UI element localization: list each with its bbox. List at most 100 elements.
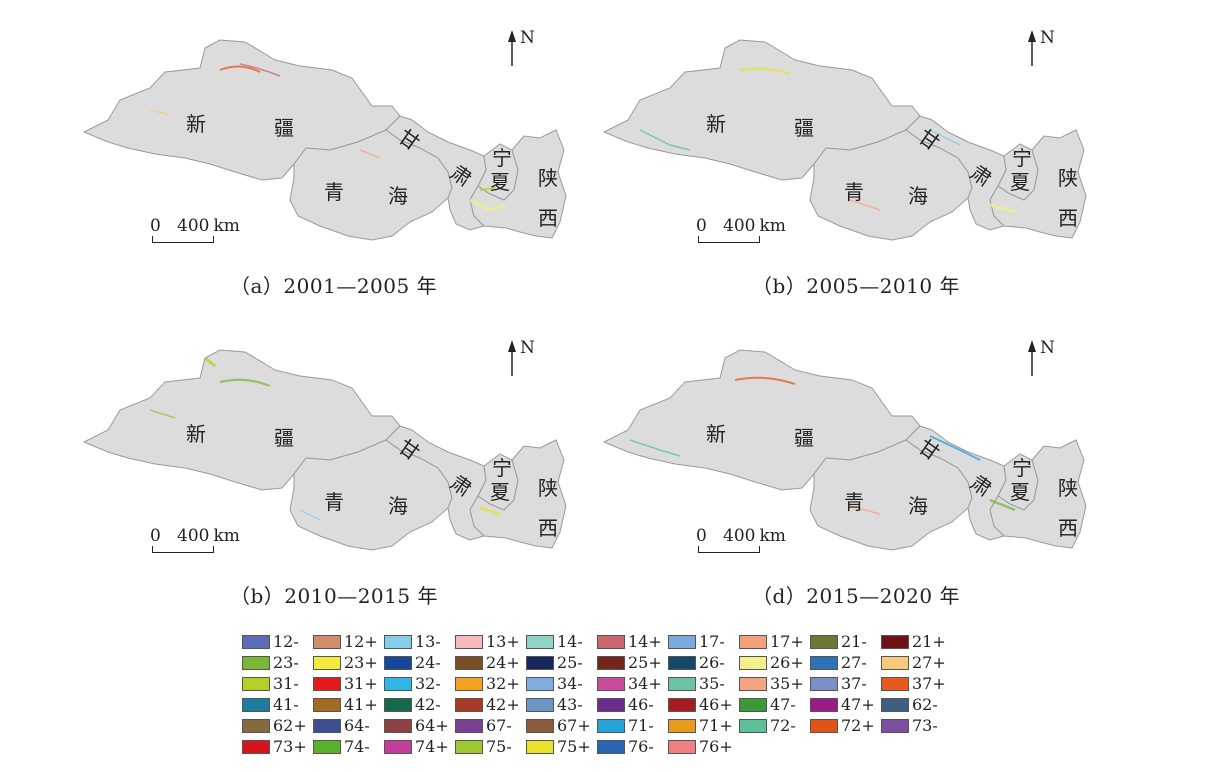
legend-swatch	[526, 719, 554, 733]
label-qinghai-2: 海	[908, 184, 928, 208]
legend-label: 64+	[415, 716, 449, 735]
legend-swatch	[455, 635, 483, 649]
legend-label: 74-	[344, 737, 370, 756]
legend-label: 35-	[699, 674, 725, 693]
legend-swatch	[739, 635, 767, 649]
legend-swatch	[242, 719, 270, 733]
legend-label: 25+	[628, 653, 662, 672]
north-label: N	[1040, 28, 1055, 48]
legend-swatch	[313, 677, 341, 691]
legend-label: 23-	[273, 653, 299, 672]
legend-label: 31+	[344, 674, 378, 693]
legend-swatch	[384, 656, 412, 670]
legend-swatch	[810, 635, 838, 649]
label-shaanxi-1: 陕	[538, 476, 558, 500]
label-qinghai-2: 海	[908, 494, 928, 518]
legend-swatch	[668, 698, 696, 712]
label-xinjiang-2: 疆	[274, 426, 294, 450]
legend-label: 42+	[486, 695, 520, 714]
legend-label: 34+	[628, 674, 662, 693]
legend-label: 25-	[557, 653, 583, 672]
label-xinjiang-1: 新	[706, 112, 726, 136]
region-map-b	[603, 29, 1087, 241]
legend-swatch	[597, 656, 625, 670]
legend-label: 62+	[273, 716, 307, 735]
legend-label: 24+	[486, 653, 520, 672]
legend-label: 41+	[344, 695, 378, 714]
label-qinghai-1: 青	[324, 490, 344, 514]
north-label: N	[1040, 338, 1055, 358]
legend-label: 42-	[415, 695, 441, 714]
map-panel-a: N 新 疆 青 海 甘 肃 宁 夏 陕 西 0 400 km	[0, 0, 600, 270]
legend-label: 67-	[486, 716, 512, 735]
legend-label: 71-	[628, 716, 654, 735]
map-panel-b: N 新 疆 青 海 甘 肃 宁 夏 陕 西 0 400 km	[520, 0, 1120, 270]
legend-label: 64-	[344, 716, 370, 735]
label-xinjiang-1: 新	[706, 422, 726, 446]
label-ningxia-1: 宁	[492, 456, 512, 480]
label-xinjiang-2: 疆	[794, 116, 814, 140]
legend-swatch	[384, 677, 412, 691]
label-qinghai-1: 青	[844, 180, 864, 204]
legend-swatch	[242, 698, 270, 712]
legend-label: 46+	[699, 695, 733, 714]
legend-swatch	[313, 698, 341, 712]
legend-swatch	[881, 656, 909, 670]
legend-swatch	[739, 656, 767, 670]
legend-label: 31-	[273, 674, 299, 693]
caption-b: （b）2005—2010 年	[752, 274, 960, 298]
legend-swatch	[597, 719, 625, 733]
legend-label: 46-	[628, 695, 654, 714]
legend-label: 34-	[557, 674, 583, 693]
legend-swatch	[881, 635, 909, 649]
legend-swatch	[597, 677, 625, 691]
label-ningxia-2: 夏	[1010, 480, 1030, 504]
legend-swatch	[455, 698, 483, 712]
legend-swatch	[455, 656, 483, 670]
legend-swatch	[810, 677, 838, 691]
label-xinjiang-2: 疆	[794, 426, 814, 450]
change-pixels-c	[149, 356, 501, 521]
legend-swatch	[810, 698, 838, 712]
label-ningxia-1: 宁	[492, 146, 512, 170]
caption-d: （d）2015—2020 年	[752, 584, 960, 608]
legend-swatch	[242, 656, 270, 670]
legend-swatch	[526, 740, 554, 754]
label-qinghai-1: 青	[844, 490, 864, 514]
legend-swatch	[668, 740, 696, 754]
region-map-c	[83, 339, 567, 551]
legend-swatch	[810, 656, 838, 670]
label-shaanxi-2: 西	[1058, 516, 1078, 540]
legend-label: 14+	[628, 632, 662, 651]
legend-label: 73+	[273, 737, 307, 756]
label-qinghai-1: 青	[324, 180, 344, 204]
legend-label: 73-	[912, 716, 938, 735]
label-shaanxi-1: 陕	[538, 166, 558, 190]
label-qinghai-2: 海	[388, 494, 408, 518]
legend-swatch	[242, 677, 270, 691]
legend-swatch	[597, 698, 625, 712]
legend-swatch	[455, 719, 483, 733]
legend-swatch	[597, 635, 625, 649]
legend-label: 32-	[415, 674, 441, 693]
legend-label: 12-	[273, 632, 299, 651]
legend-swatch	[668, 635, 696, 649]
label-xinjiang-1: 新	[186, 112, 206, 136]
legend-label: 17-	[699, 632, 725, 651]
north-label: N	[520, 338, 535, 358]
label-ningxia-1: 宁	[1012, 456, 1032, 480]
label-ningxia-2: 夏	[1010, 170, 1030, 194]
legend-swatch	[313, 740, 341, 754]
legend-swatch	[597, 740, 625, 754]
legend-label: 23+	[344, 653, 378, 672]
legend-label: 27+	[912, 653, 946, 672]
legend-swatch	[668, 677, 696, 691]
legend-swatch	[313, 656, 341, 670]
legend-label: 12+	[344, 632, 378, 651]
legend-label: 71+	[699, 716, 733, 735]
legend-label: 24-	[415, 653, 441, 672]
legend-swatch	[455, 740, 483, 754]
region-map-d	[603, 339, 1087, 551]
label-shaanxi-2: 西	[538, 206, 558, 230]
legend-label: 37-	[841, 674, 867, 693]
